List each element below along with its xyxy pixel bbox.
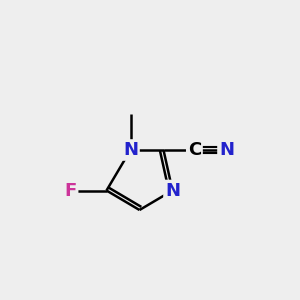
Text: N: N [123, 141, 138, 159]
Text: N: N [165, 182, 180, 200]
Text: C: C [188, 141, 201, 159]
Text: F: F [64, 182, 76, 200]
Text: N: N [219, 141, 234, 159]
